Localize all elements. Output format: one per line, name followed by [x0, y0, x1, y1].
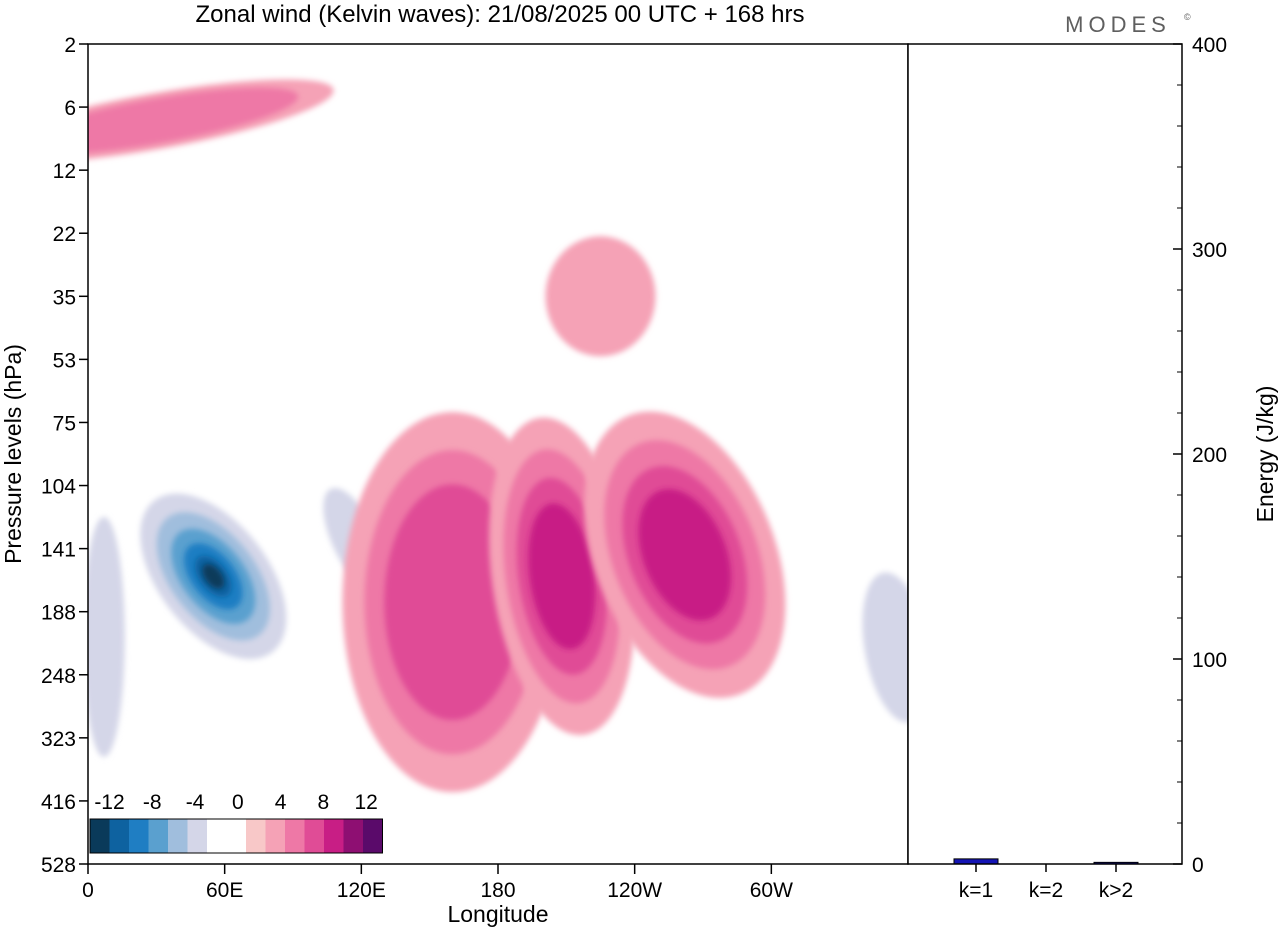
y-tick-label-528: 528 [41, 854, 76, 877]
heatmap-y-ticks: 2 6 12 22 35 53 75 104 141 188 248 323 416 528 [41, 34, 88, 877]
y-axis-label: Pressure levels (hPa) [0, 344, 26, 564]
wind-feature-negative-0 [122, 472, 305, 680]
wind-contour-level-1 [862, 572, 908, 723]
wind-contour-level-1 [88, 87, 299, 155]
wind-feature-negative-2 [853, 553, 908, 742]
wind-contour-level-3 [638, 488, 732, 621]
wind-contour-level-3 [528, 503, 596, 650]
colorbar-label-5: 8 [318, 791, 330, 814]
energy-tick-label-200: 200 [1192, 444, 1227, 467]
x-tick-label-120W: 120W [607, 879, 662, 902]
colorbar-label-6: 12 [354, 791, 377, 814]
y-tick-label-53: 53 [53, 349, 76, 372]
wind-feature-negative-3 [88, 486, 130, 787]
wind-feature-positive-5 [342, 412, 563, 793]
y-tick-label-12: 12 [53, 160, 76, 183]
energy-panel: 0 100 200 300 400 k=1 k=2 k>2 Energy (J/kg) [907, 34, 1278, 902]
wind-contour-level-2 [384, 484, 521, 720]
heatmap-x-ticks: 0 60E 120E 180 120W 60W [82, 864, 793, 902]
x-axis-label: Longitude [447, 901, 548, 927]
colorbar-swatch-14 [363, 819, 383, 853]
colorbar-swatch-6 [207, 819, 227, 853]
wind-contour-level-0 [545, 236, 656, 357]
wind-contour-level-1 [88, 516, 125, 757]
x-tick-label-60E: 60E [206, 879, 243, 902]
energy-x-label-k=1: k=1 [959, 879, 993, 902]
colorbar-swatch-4 [168, 819, 188, 853]
energy-x-label-k=2: k=2 [1029, 879, 1063, 902]
colorbar-label-4: 4 [275, 791, 287, 814]
wind-feature-positive-8 [88, 79, 334, 163]
y-tick-label-141: 141 [41, 539, 76, 562]
colorbar-swatch-11 [304, 819, 324, 853]
energy-y-ticks: 0 100 200 300 400 [1173, 34, 1227, 877]
heatmap-features [88, 72, 908, 793]
colorbar-swatch-1 [109, 819, 129, 853]
colorbar-swatch-8 [246, 819, 266, 853]
modes-logo: MODES [1065, 12, 1171, 37]
colorbar-label-2: -4 [186, 791, 205, 814]
y-tick-label-2: 2 [64, 34, 76, 57]
chart-title: Zonal wind (Kelvin waves): 21/08/2025 00… [196, 1, 805, 28]
colorbar-swatch-0 [90, 819, 110, 853]
energy-tick-label-300: 300 [1192, 239, 1227, 262]
colorbar-swatch-9 [265, 819, 285, 853]
colorbar-swatch-10 [285, 819, 305, 853]
y-tick-label-104: 104 [41, 476, 76, 499]
colorbar-swatch-2 [129, 819, 149, 853]
colorbar-swatch-3 [148, 819, 168, 853]
colorbar-label-1: -8 [143, 791, 162, 814]
energy-tick-label-0: 0 [1192, 854, 1204, 877]
energy-tick-label-100: 100 [1192, 649, 1227, 672]
energy-x-labels: k=1 k=2 k>2 [959, 864, 1133, 902]
x-tick-label-0: 0 [82, 879, 94, 902]
colorbar-frame [89, 818, 383, 854]
energy-background [908, 44, 1182, 864]
colorbar: -12 -8 -4 0 4 8 12 [89, 791, 383, 854]
y-tick-label-6: 6 [64, 97, 76, 120]
energy-x-label-k>2: k>2 [1099, 879, 1133, 902]
wind-feature-positive-7 [584, 411, 786, 698]
colorbar-label-0: -12 [94, 791, 124, 814]
colorbar-label-3: 0 [232, 791, 244, 814]
colorbar-swatch-13 [343, 819, 363, 853]
logo-mark: © [1184, 12, 1191, 22]
colorbar-swatch-12 [324, 819, 344, 853]
x-tick-label-120E: 120E [337, 879, 386, 902]
energy-bar-k=1 [953, 858, 999, 865]
y-tick-label-416: 416 [41, 791, 76, 814]
y-tick-label-323: 323 [41, 728, 76, 751]
y-tick-label-248: 248 [41, 665, 76, 688]
colorbar-swatch-7 [226, 819, 246, 853]
x-tick-label-60W: 60W [750, 879, 793, 902]
colorbar-swatch-5 [187, 819, 207, 853]
wind-contour-level-6 [202, 563, 225, 589]
y-tick-label-35: 35 [53, 286, 76, 309]
y-tick-label-188: 188 [41, 602, 76, 625]
wind-feature-positive-9 [545, 236, 656, 357]
energy-axis-label: Energy (J/kg) [1252, 386, 1278, 523]
y-tick-label-22: 22 [53, 223, 76, 246]
x-tick-label-180: 180 [480, 879, 515, 902]
energy-tick-label-400: 400 [1192, 34, 1227, 57]
y-tick-label-75: 75 [53, 412, 76, 435]
heatmap-panel: -12 -8 -4 0 4 8 12 0 60E 120E 180 120W 60W 2 6 12 22 35… [0, 34, 909, 927]
